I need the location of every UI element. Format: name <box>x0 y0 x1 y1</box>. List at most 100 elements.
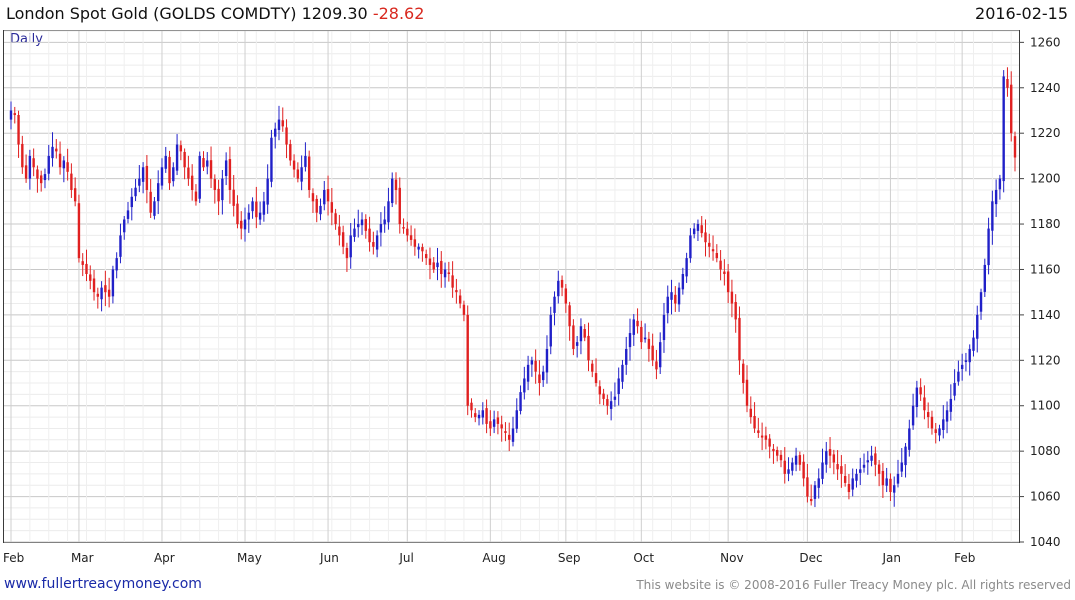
candle-body <box>443 269 447 278</box>
candle-body <box>994 189 998 205</box>
candle-body <box>764 435 768 440</box>
candle-body <box>270 137 273 182</box>
candle-body <box>451 275 454 288</box>
candle-body <box>889 478 892 493</box>
x-tick-label: Oct <box>633 551 654 565</box>
candle-body <box>168 156 171 184</box>
candle-body <box>779 454 783 461</box>
candle-body <box>953 383 956 396</box>
candle-body <box>874 453 877 465</box>
candle-body <box>606 399 609 406</box>
candle-body <box>776 450 779 456</box>
candle-body <box>602 393 605 399</box>
candle-body <box>477 414 481 419</box>
candle-body <box>357 224 360 228</box>
candle-body <box>349 235 352 258</box>
candle-body <box>300 167 303 182</box>
candle-body <box>217 188 220 202</box>
candle-body <box>85 263 88 275</box>
candle-body <box>440 260 443 275</box>
candle-body <box>613 396 617 400</box>
candle-body <box>55 148 58 152</box>
footer-website-link[interactable]: www.fullertreacymoney.com <box>4 576 202 592</box>
candle-body <box>470 402 473 411</box>
chart-panel <box>3 30 1020 543</box>
candle-body <box>224 160 228 176</box>
candle-body <box>432 262 435 270</box>
candle-body <box>315 198 318 213</box>
candle-body <box>625 348 628 365</box>
last-price: 1209.30 <box>301 4 368 23</box>
y-tick-label: 1240 <box>1030 81 1061 95</box>
candle-body <box>77 203 81 259</box>
x-tick-label: Jan <box>881 551 901 565</box>
candle-body <box>492 419 496 427</box>
candle-body <box>636 320 639 327</box>
candle-body <box>119 235 122 257</box>
candle-body <box>157 183 160 202</box>
candle-body <box>428 258 432 265</box>
candle-body <box>662 314 666 341</box>
candle-body <box>489 421 492 429</box>
candle-body <box>847 484 851 493</box>
x-tick-label: Aug <box>482 551 505 565</box>
candle-body <box>919 387 922 395</box>
x-tick-label: Jun <box>319 551 339 565</box>
candle-body <box>643 337 647 340</box>
candle-body <box>100 287 103 300</box>
candle-body <box>530 360 534 365</box>
candle-body <box>549 314 552 347</box>
candle-body <box>560 279 564 288</box>
candle-body <box>760 435 764 438</box>
candle-body <box>209 160 213 179</box>
candle-body <box>564 288 568 304</box>
candle-body <box>455 290 458 293</box>
candle-body <box>70 173 73 190</box>
candle-body <box>92 278 96 293</box>
candle-body <box>840 466 843 474</box>
candle-body <box>345 247 349 259</box>
candle-body <box>458 295 462 304</box>
candle-body <box>960 364 964 370</box>
candle-body <box>968 348 971 363</box>
candle-body <box>640 327 643 343</box>
candle-body <box>504 431 507 433</box>
candle-body <box>651 345 654 361</box>
candle-body <box>364 219 367 231</box>
candle-body <box>768 438 771 447</box>
candle-body <box>341 232 345 247</box>
candle-body <box>908 428 911 450</box>
candle-body <box>723 271 726 275</box>
candle-body <box>36 169 39 179</box>
candle-body <box>730 291 734 304</box>
y-tick-label: 1120 <box>1030 353 1061 367</box>
candle-body <box>791 462 794 471</box>
candle-body <box>391 178 394 204</box>
candle-body <box>568 305 571 327</box>
candle-body <box>942 419 945 430</box>
candle-body <box>647 338 651 349</box>
candle-body <box>821 462 824 479</box>
candle-body <box>183 151 186 168</box>
candle-body <box>587 335 590 361</box>
candle-body <box>485 408 488 424</box>
x-tick-label: May <box>237 551 262 565</box>
candle-body <box>73 188 77 202</box>
candle-body <box>802 461 805 479</box>
candle-body <box>915 387 919 407</box>
candle-body <box>255 201 258 218</box>
candle-body <box>187 167 190 179</box>
candle-body <box>794 455 798 465</box>
candle-body <box>190 175 194 190</box>
candle-body <box>877 464 881 474</box>
candle-body <box>949 398 953 412</box>
candle-body <box>859 469 862 473</box>
candle-body <box>32 158 35 168</box>
chart-date: 2016-02-15 <box>975 4 1068 23</box>
candle-body <box>726 271 730 293</box>
candle-body <box>17 114 20 145</box>
candle-body <box>809 498 813 502</box>
candle-body <box>462 304 466 315</box>
candle-body <box>817 478 820 488</box>
candle-body <box>900 462 903 472</box>
